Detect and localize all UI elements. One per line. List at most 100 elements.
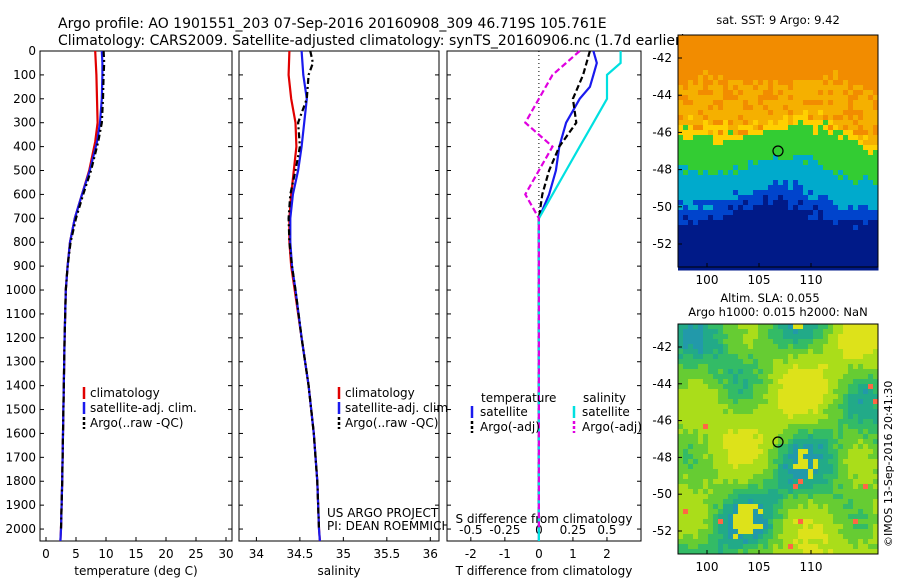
s-tick-label: -0.5: [459, 523, 482, 537]
y-tick-label: 1700: [5, 450, 36, 464]
legend-label: climatology: [90, 386, 160, 400]
map-frame: [677, 323, 879, 555]
map-field: [678, 35, 879, 271]
x-tick-label: -2: [465, 547, 477, 561]
header-line2: Climatology: CARS2009. Satellite-adjuste…: [58, 33, 686, 49]
y-tick-label: 1300: [5, 355, 36, 369]
x-axis-label: salinity: [317, 564, 360, 578]
legend-label: Argo(..raw -QC): [345, 416, 438, 430]
map-title: sat. SST: 9 Argo: 9.42: [716, 13, 840, 27]
y-tick-label: 500: [13, 164, 36, 178]
legend-title-salinity: salinity: [583, 391, 626, 405]
map-field: [678, 324, 879, 555]
map-x-tick-label: 100: [696, 560, 719, 574]
legend-label: Argo(-adj): [480, 420, 540, 434]
y-tick-label: 1600: [5, 426, 36, 440]
argo-float-marker: [772, 145, 784, 157]
panel-frame: [39, 50, 233, 542]
y-tick-label: 1200: [5, 331, 36, 345]
x-tick-label: 15: [128, 547, 143, 561]
profile-panel-3: -2 -1 0 1 2 T difference from climatology -0.5…: [446, 50, 642, 578]
x-tick-label: 36: [423, 547, 438, 561]
map-frame: [677, 34, 879, 268]
legend-label: Argo(-adj): [582, 420, 642, 434]
map-title-line1: Altim. SLA: 0.055: [720, 291, 819, 305]
map-y-tick-label: -44: [652, 88, 672, 102]
x-tick-label: 2: [603, 547, 611, 561]
map-y-tick-label: -42: [652, 340, 672, 354]
y-tick-label: 900: [13, 259, 36, 273]
y-tick-label: 1800: [5, 474, 36, 488]
y-tick-label: 1400: [5, 379, 36, 393]
legend-label: satellite-adj. clim.: [90, 401, 197, 415]
header-line1: Argo profile: AO 1901551_203 07-Sep-2016…: [58, 16, 607, 32]
x-tick-label: 30: [218, 547, 233, 561]
series-line-argo-raw-qc-: [287, 50, 321, 530]
x-tick-label: 20: [158, 547, 173, 561]
map-x-tick-label: 105: [748, 273, 771, 287]
map-y-tick-label: -50: [652, 200, 672, 214]
map-x-tick-label: 105: [748, 560, 771, 574]
credit-text: ©IMOS 13-Sep-2016 20:41:30: [882, 381, 895, 547]
legend-label: climatology: [345, 386, 415, 400]
y-tick-label: 700: [13, 211, 36, 225]
y-tick-label: 300: [13, 116, 36, 130]
map-x-tick-label: 110: [800, 560, 823, 574]
s-axis-label: S difference from climatology: [456, 512, 633, 526]
legend-title-temperature: temperature: [481, 391, 556, 405]
map-panel-2: -42 -44 -46 -48 -50 -52 100 105 110 Altim. SLA: 0…: [652, 291, 879, 574]
y-tick-label: 1500: [5, 403, 36, 417]
map-y-tick-label: -46: [652, 125, 672, 139]
map-y-tick-label: -50: [652, 487, 672, 501]
series-line-argo-raw-qc-: [59, 50, 106, 530]
map-y-tick-label: -52: [652, 237, 672, 251]
y-tick-label: 200: [13, 92, 36, 106]
map-y-tick-label: -48: [652, 450, 672, 464]
project-annotation: PI: DEAN ROEMMICH: [327, 519, 450, 533]
legend-label: satellite: [480, 405, 528, 419]
x-tick-label: 0: [42, 547, 50, 561]
panel-frame: [238, 50, 440, 542]
s-tick-label: -0.25: [489, 523, 520, 537]
y-tick-label: 1100: [5, 307, 36, 321]
x-axis-label: temperature (deg C): [74, 564, 197, 578]
series-line-satellite-adj-clim-: [289, 50, 321, 542]
x-tick-label: 34: [249, 547, 264, 561]
map-y-tick-label: -42: [652, 51, 672, 65]
y-tick-label: 1900: [5, 498, 36, 512]
x-tick-label: -1: [499, 547, 511, 561]
series-line-salinity-argo-adj-: [523, 50, 581, 529]
series-line-satellite-adj-clim-: [59, 50, 104, 542]
x-axis-label: T difference from climatology: [455, 564, 633, 578]
profile-panel-2: 34 34.5 35 35.5 36 salinity climatologysatelli…: [238, 50, 452, 578]
project-annotation: US ARGO PROJECT: [327, 506, 439, 520]
y-tick-label: 800: [13, 235, 36, 249]
map-panel-1: -42 -44 -46 -48 -50 -52 100 105 110 sat. SST: 9 A…: [652, 13, 879, 287]
profile-panel-1: 0100200300400500600700800900100011001200…: [5, 44, 233, 578]
x-tick-label: 25: [188, 547, 203, 561]
legend-label: satellite-adj. clim.: [345, 401, 452, 415]
y-tick-label: 2000: [5, 522, 36, 536]
panel-frame: [446, 50, 642, 542]
y-tick-label: 600: [13, 187, 36, 201]
s-tick-label: 0.5: [597, 523, 616, 537]
map-x-tick-label: 100: [696, 273, 719, 287]
x-tick-label: 10: [98, 547, 113, 561]
map-y-tick-label: -46: [652, 414, 672, 428]
legend-label: Argo(..raw -QC): [90, 416, 183, 430]
x-tick-label: 5: [72, 547, 80, 561]
x-tick-label: 34.5: [287, 547, 314, 561]
map-x-tick-label: 110: [800, 273, 823, 287]
s-tick-label: 0.25: [560, 523, 587, 537]
x-tick-label: 35: [336, 547, 351, 561]
y-tick-label: 100: [13, 68, 36, 82]
x-tick-label: 0: [535, 547, 543, 561]
map-y-tick-label: -48: [652, 163, 672, 177]
x-tick-label: 35.5: [373, 547, 400, 561]
y-tick-label: 1000: [5, 283, 36, 297]
map-title-line2: Argo h1000: 0.015 h2000: NaN: [688, 305, 867, 319]
x-tick-label: 1: [569, 547, 577, 561]
legend-label: satellite: [582, 405, 630, 419]
map-y-tick-label: -52: [652, 524, 672, 538]
y-tick-label: 0: [28, 44, 36, 58]
